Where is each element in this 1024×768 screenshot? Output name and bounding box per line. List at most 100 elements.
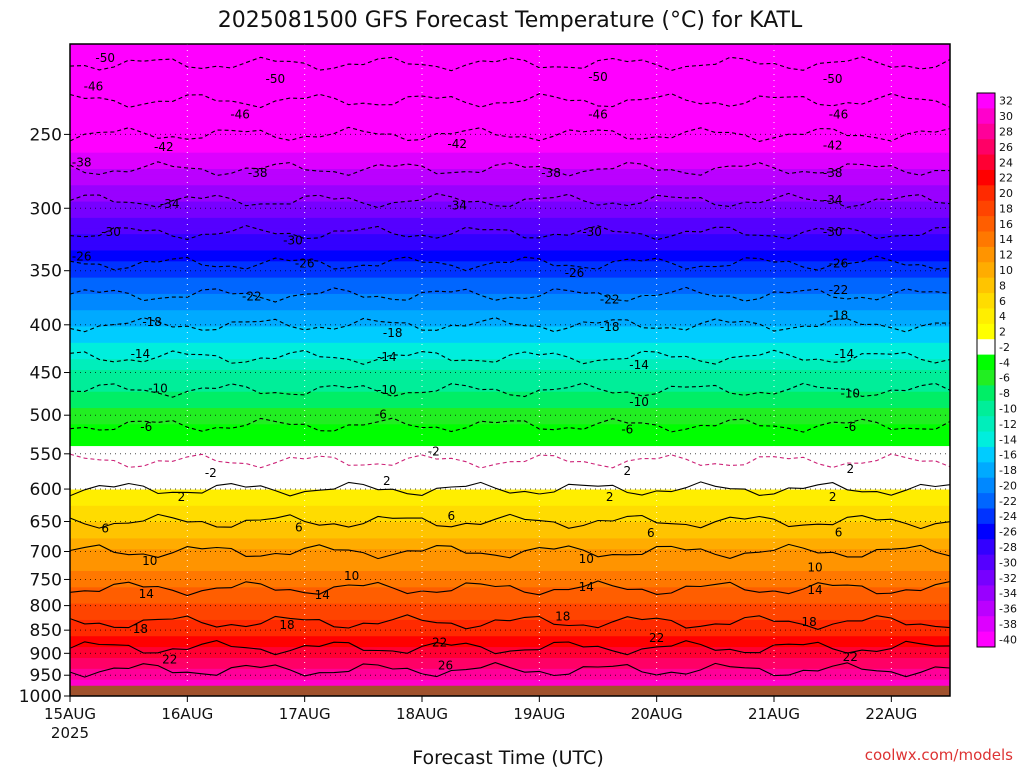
y-tick-label: 350 — [30, 262, 62, 282]
temperature-band — [70, 440, 950, 447]
contour-line — [70, 56, 950, 72]
colorbar-label: -16 — [999, 449, 1017, 462]
colorbar-label: 32 — [999, 95, 1013, 108]
contour-label: -14 — [377, 350, 397, 364]
temperature-band — [70, 674, 950, 681]
contour-label: 18 — [555, 610, 570, 624]
colorbar-label: -14 — [999, 433, 1017, 446]
temperature-band — [70, 418, 950, 425]
temperature-band — [70, 478, 950, 485]
colorbar-label: 30 — [999, 110, 1013, 123]
temperature-band — [70, 82, 950, 89]
contour-label: -6 — [621, 423, 633, 437]
temperature-band — [70, 87, 950, 94]
temperature-band — [70, 679, 950, 686]
temperature-band — [70, 663, 950, 670]
temperature-band — [70, 549, 950, 556]
contour-label: -18 — [142, 315, 162, 329]
colorbar-swatch — [977, 93, 995, 109]
colorbar-swatch — [977, 370, 995, 386]
contour-label: -34 — [447, 199, 467, 213]
contour-line — [70, 225, 950, 241]
colorbar-label: -6 — [999, 372, 1010, 385]
y-tick-label: 750 — [30, 570, 62, 590]
temperature-band — [70, 630, 950, 637]
temperature-band — [70, 413, 950, 420]
contour-label: 22 — [843, 650, 858, 664]
colorbar-swatch — [977, 446, 995, 463]
contour-label: -14 — [131, 347, 151, 361]
temperature-band — [70, 581, 950, 588]
contour-label: 6 — [101, 521, 109, 535]
temperature-band — [70, 114, 950, 121]
colorbar-swatch — [977, 308, 995, 325]
colorbar-label: 22 — [999, 172, 1013, 185]
colorbar-label: -4 — [999, 356, 1010, 369]
temperature-band — [70, 484, 950, 491]
temperature-band — [70, 272, 950, 279]
temperature-band — [70, 353, 950, 360]
colorbar-swatch — [977, 616, 995, 633]
contour-line — [70, 286, 950, 303]
contour-line — [70, 192, 950, 209]
contour-label: 18 — [802, 615, 817, 629]
colorbar-swatch — [977, 554, 995, 571]
contour-line — [70, 161, 950, 177]
colorbar-label: 6 — [999, 295, 1006, 308]
contour-label: -42 — [154, 140, 174, 154]
temperature-band — [70, 543, 950, 550]
contour-label: -46 — [230, 107, 250, 121]
temperature-band — [70, 359, 950, 366]
y-tick-label: 1000 — [19, 687, 62, 707]
contour-label: -46 — [829, 107, 849, 121]
plot-grid — [70, 44, 950, 696]
temperature-band — [70, 283, 950, 290]
colorbar-swatch — [977, 323, 995, 340]
contour-label: 14 — [315, 588, 330, 602]
colorbar-swatch — [977, 200, 995, 217]
colorbar-label: 4 — [999, 310, 1006, 323]
temperature-band — [70, 451, 950, 458]
temperature-band — [70, 636, 950, 643]
colorbar-swatch — [977, 139, 995, 156]
colorbar-label: -20 — [999, 479, 1017, 492]
temperature-band — [70, 609, 950, 616]
plot-frame — [69, 43, 951, 697]
temperature-band — [70, 565, 950, 572]
temperature-band — [70, 92, 950, 99]
colorbar-label: -18 — [999, 464, 1017, 477]
contour-label: 2 — [383, 474, 391, 488]
temperature-band — [70, 299, 950, 306]
temperature-band — [70, 234, 950, 241]
y-tick-label: 550 — [30, 445, 62, 465]
contour-label: 26 — [438, 658, 453, 672]
temperature-band — [70, 462, 950, 469]
contour-label: 10 — [579, 552, 594, 566]
contour-label: -10 — [377, 383, 397, 397]
temperature-band — [70, 217, 950, 224]
temperature-band — [70, 348, 950, 355]
contour-label: -2 — [428, 445, 440, 459]
contour-label: -50 — [266, 72, 286, 86]
colorbar-label: -24 — [999, 510, 1017, 523]
temperature-band — [70, 331, 950, 338]
temperature-band — [70, 49, 950, 56]
temperature-band — [70, 467, 950, 474]
temperature-band — [70, 375, 950, 382]
colorbar-label: 12 — [999, 249, 1013, 262]
colorbar-label: -12 — [999, 418, 1017, 431]
contour-label: -50 — [588, 70, 608, 84]
contour-label: 2 — [846, 462, 854, 476]
colorbar-label: 20 — [999, 187, 1013, 200]
temperature-band — [70, 326, 950, 333]
contour-line — [70, 640, 950, 656]
colorbar-label: 14 — [999, 233, 1013, 246]
contour-label: 10 — [807, 560, 822, 574]
temperature-band — [70, 304, 950, 311]
temperature-band — [70, 603, 950, 610]
colorbar-swatch — [977, 462, 995, 479]
contour-label: 2 — [178, 490, 186, 504]
temperature-band — [70, 625, 950, 632]
y-tick-label: 250 — [30, 125, 62, 145]
